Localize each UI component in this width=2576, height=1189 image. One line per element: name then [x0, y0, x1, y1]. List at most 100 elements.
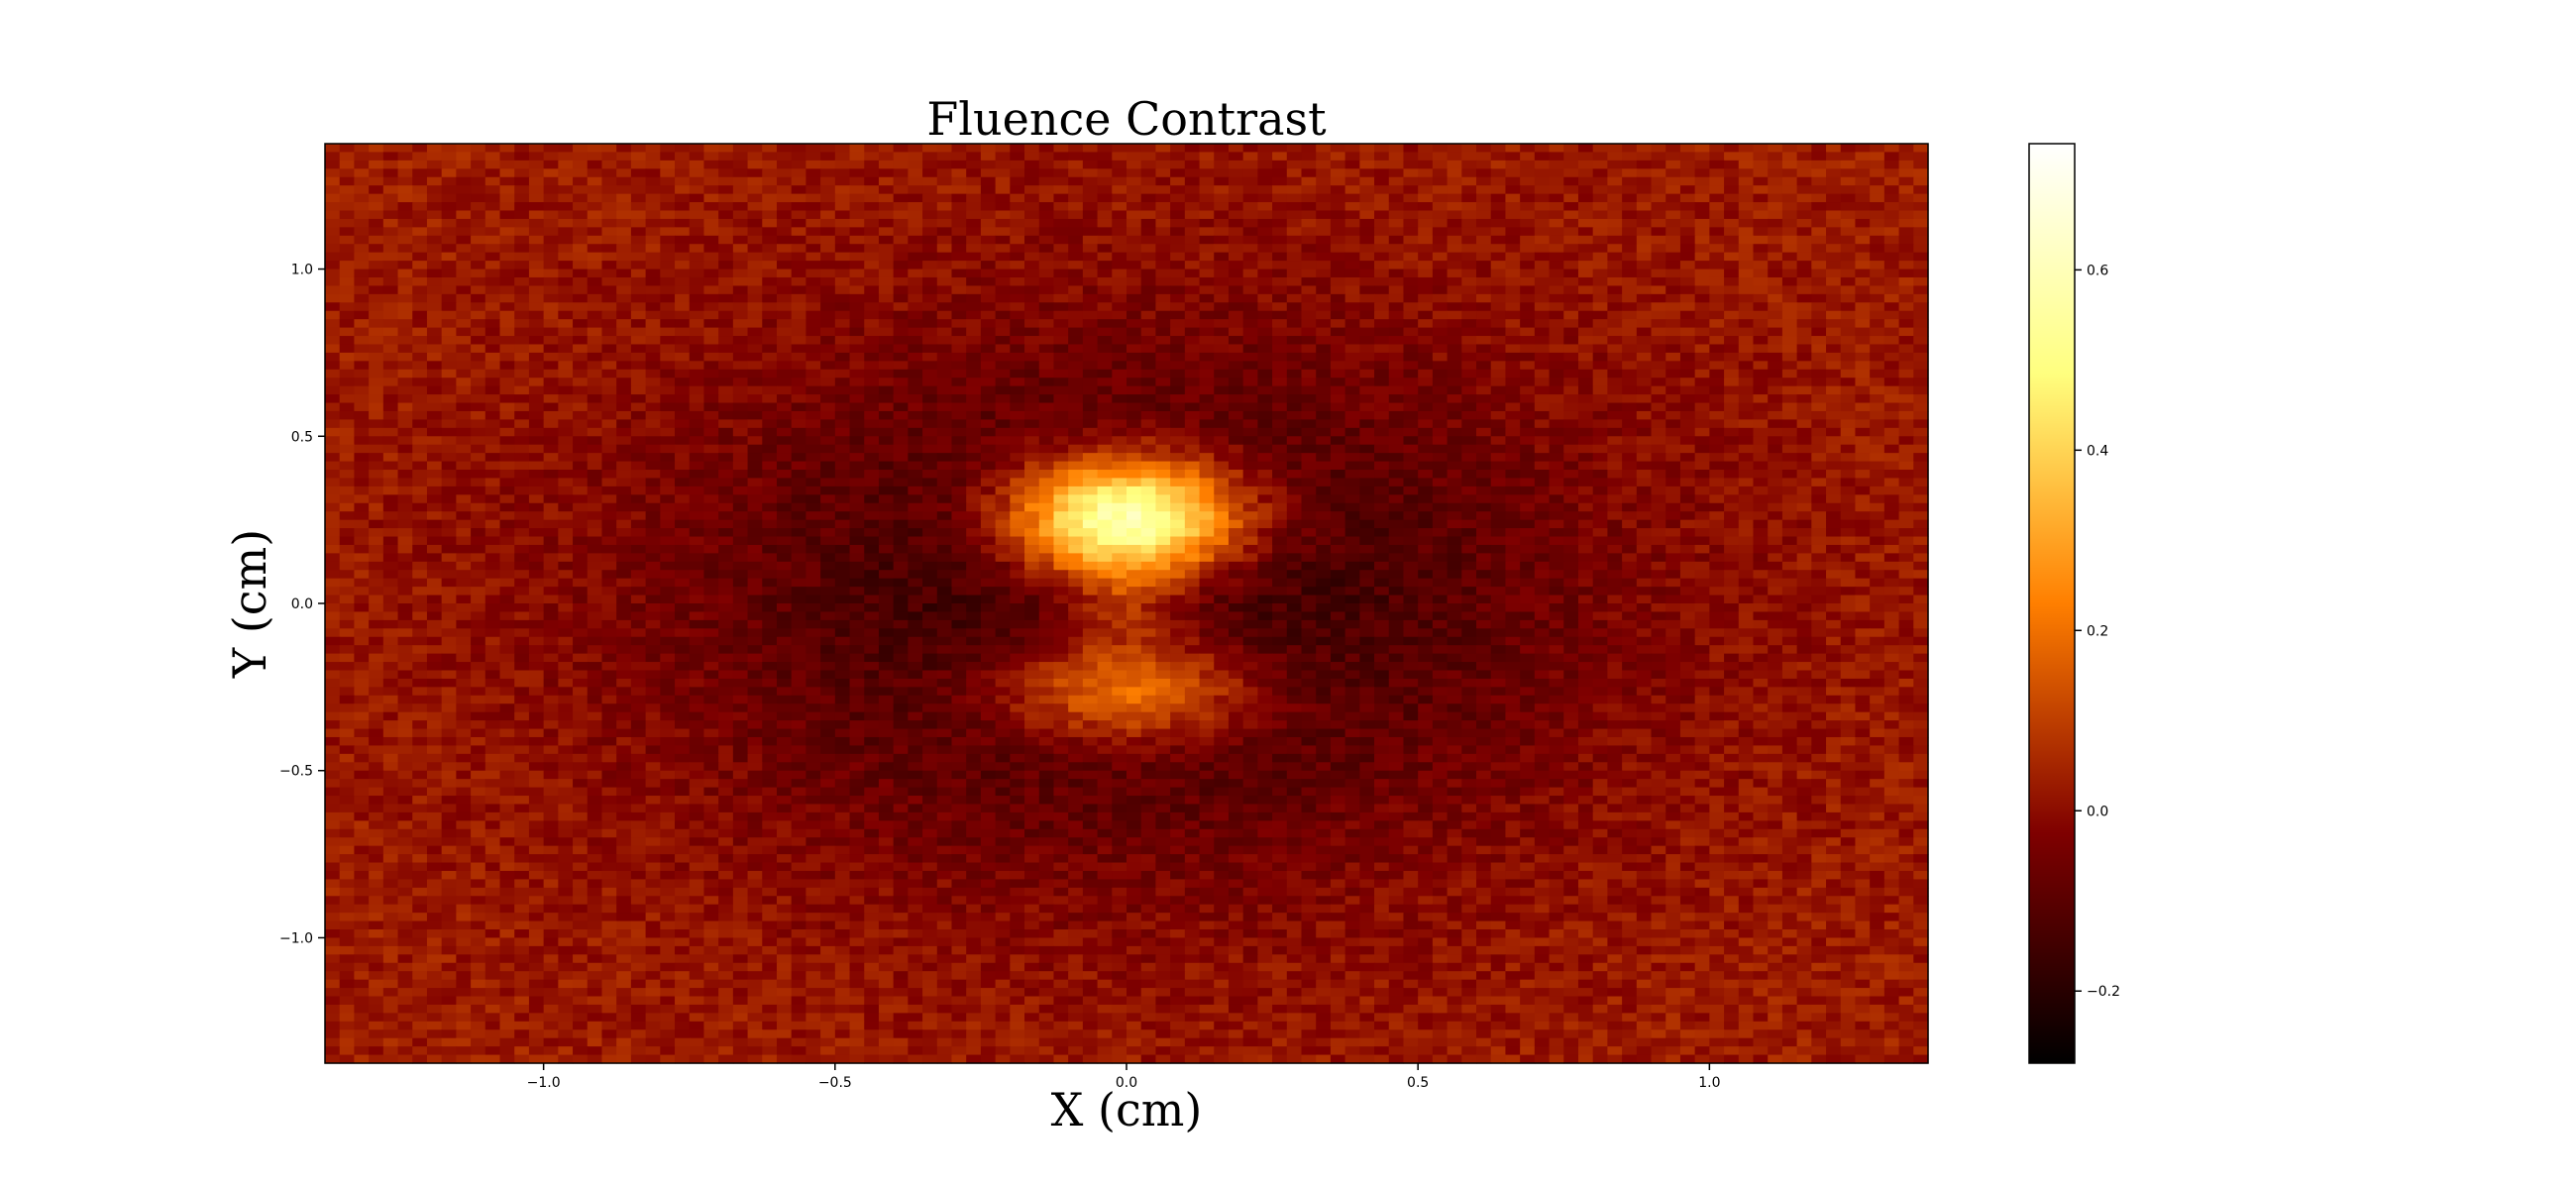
heatmap-cell	[645, 152, 661, 162]
heatmap-cell	[1330, 470, 1346, 480]
heatmap-cell	[1097, 453, 1113, 463]
heatmap-cell	[1257, 444, 1273, 454]
heatmap-cell	[1679, 310, 1696, 320]
heatmap-cell	[820, 193, 836, 203]
heatmap-cell	[1694, 486, 1710, 495]
heatmap-cell	[805, 444, 821, 454]
heatmap-cell	[587, 410, 603, 420]
heatmap-cell	[1636, 344, 1653, 354]
heatmap-cell	[325, 269, 341, 278]
heatmap-cell	[980, 427, 997, 437]
heatmap-cell	[1768, 385, 1783, 395]
heatmap-cell	[966, 276, 982, 287]
heatmap-cell	[747, 453, 763, 463]
heatmap-cell	[1724, 385, 1740, 395]
heatmap-cell	[1301, 494, 1317, 504]
heatmap-cell	[1286, 511, 1303, 521]
heatmap-cell	[1679, 269, 1696, 278]
heatmap-cell	[1082, 502, 1099, 512]
heatmap-cell	[820, 352, 836, 362]
heatmap-cell	[820, 502, 836, 512]
heatmap-cell	[1432, 168, 1449, 178]
heatmap-cell	[1388, 394, 1405, 404]
heatmap-cell	[369, 336, 384, 346]
heatmap-cell	[820, 152, 836, 162]
heatmap-cell	[1709, 470, 1725, 480]
heatmap-cell	[1155, 319, 1171, 329]
heatmap-cell	[1068, 461, 1084, 471]
heatmap-cell	[1184, 185, 1201, 195]
heatmap-cell	[834, 378, 851, 387]
heatmap-cell	[689, 394, 705, 404]
heatmap-cell	[995, 519, 1011, 529]
heatmap-cell	[718, 252, 734, 262]
heatmap-cell	[951, 244, 967, 254]
heatmap-cell	[1432, 444, 1449, 454]
heatmap-cell	[689, 402, 705, 412]
heatmap-cell	[339, 502, 356, 512]
heatmap-cell	[1214, 402, 1230, 412]
heatmap-cell	[1432, 285, 1449, 295]
heatmap-cell	[1520, 461, 1536, 471]
heatmap-cell	[1082, 310, 1099, 320]
heatmap-cell	[354, 402, 370, 412]
heatmap-cell	[528, 144, 545, 154]
heatmap-cell	[1753, 310, 1769, 320]
heatmap-cell	[528, 511, 545, 521]
heatmap-cell	[1184, 152, 1201, 162]
heatmap-cell	[1898, 385, 1914, 395]
heatmap-cell	[1140, 193, 1157, 203]
heatmap-cell	[484, 336, 501, 346]
heatmap-cell	[1082, 218, 1099, 228]
heatmap-cell	[1038, 285, 1055, 295]
heatmap-cell	[660, 470, 676, 480]
heatmap-cell	[791, 285, 806, 295]
heatmap-cell	[1038, 402, 1055, 412]
heatmap-cell	[1563, 444, 1579, 454]
heatmap-cell	[441, 385, 457, 395]
heatmap-cell	[339, 519, 356, 529]
heatmap-cell	[484, 494, 501, 504]
heatmap-cell	[1753, 352, 1769, 362]
heatmap-cell	[426, 152, 443, 162]
heatmap-cell	[1870, 193, 1885, 203]
heatmap-cell	[966, 293, 982, 303]
heatmap-cell	[325, 352, 341, 362]
heatmap-cell	[908, 244, 923, 254]
heatmap-cell	[484, 218, 501, 228]
heatmap-cell	[1898, 444, 1914, 454]
heatmap-cell	[703, 385, 719, 395]
heatmap-cell	[776, 252, 793, 262]
heatmap-cell	[1403, 394, 1419, 404]
heatmap-cell	[820, 378, 836, 387]
heatmap-cell	[1665, 293, 1681, 303]
heatmap-cell	[1738, 378, 1755, 387]
heatmap-cell	[1272, 327, 1288, 337]
heatmap-cell	[1432, 244, 1449, 254]
heatmap-cell	[1724, 227, 1740, 237]
heatmap-cell	[499, 218, 515, 228]
heatmap-cell	[1140, 144, 1157, 154]
heatmap-cell	[834, 478, 851, 487]
heatmap-cell	[1359, 327, 1375, 337]
heatmap-cell	[1038, 276, 1055, 287]
heatmap-cell	[1665, 511, 1681, 521]
heatmap-cell	[1374, 461, 1390, 471]
heatmap-cell	[1170, 176, 1186, 186]
heatmap-cell	[1053, 176, 1069, 186]
heatmap-cell	[893, 344, 909, 354]
heatmap-cell	[1622, 227, 1638, 237]
heatmap-cell	[1359, 152, 1375, 162]
heatmap-cell	[689, 369, 705, 378]
heatmap-cell	[1097, 511, 1113, 521]
heatmap-cell	[1316, 511, 1332, 521]
heatmap-cell	[1127, 402, 1142, 412]
heatmap-cell	[718, 478, 734, 487]
heatmap-cell	[1622, 276, 1638, 287]
heatmap-cell	[1316, 444, 1332, 454]
heatmap-cell	[908, 144, 923, 154]
heatmap-cell	[1738, 502, 1755, 512]
heatmap-cell	[1796, 327, 1812, 337]
heatmap-cell	[339, 285, 356, 295]
heatmap-cell	[1214, 244, 1230, 254]
